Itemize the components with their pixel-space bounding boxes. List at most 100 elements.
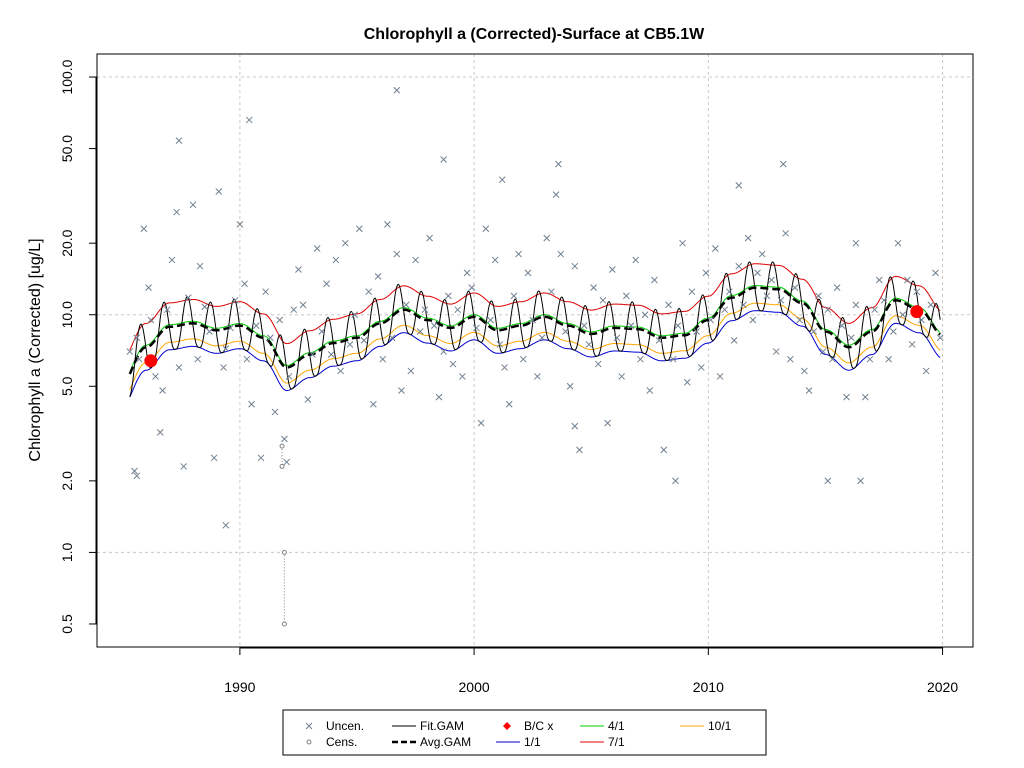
data-point-uncensored [913, 288, 921, 296]
data-point-uncensored [538, 334, 546, 342]
data-point-uncensored [510, 292, 518, 300]
data-point-uncensored [557, 250, 565, 258]
data-point-uncensored [323, 280, 330, 288]
data-point-uncensored [843, 393, 850, 401]
data-point-uncensored [571, 262, 579, 270]
data-point-uncensored [880, 296, 888, 304]
data-point-uncensored [215, 188, 223, 195]
data-point-uncensored [505, 400, 513, 408]
data-point-uncensored [904, 276, 911, 284]
y-tick-label: 5.0 [59, 376, 75, 396]
data-point-uncensored [147, 316, 155, 324]
data-point-uncensored [580, 322, 588, 329]
data-point-uncensored [189, 201, 197, 209]
legend-label: 4/1 [608, 719, 625, 733]
y-tick-label: 0.5 [59, 614, 75, 634]
data-point-uncensored [393, 86, 401, 94]
data-point-uncensored [779, 160, 787, 168]
legend-item: Cens. [306, 735, 357, 749]
data-point-uncensored [772, 348, 780, 355]
data-point-uncensored [222, 345, 230, 352]
legend-item: Avg.GAM [392, 735, 471, 749]
data-point-uncensored [496, 341, 504, 348]
x-tick-label: 1990 [224, 679, 255, 695]
data-point-uncensored [501, 364, 508, 371]
data-point-uncensored [131, 467, 138, 475]
data-point-uncensored [590, 284, 597, 291]
data-point-uncensored [683, 378, 691, 386]
legend-label: Uncen. [326, 719, 364, 733]
data-point-uncensored [599, 296, 607, 304]
data-point-uncensored [156, 428, 164, 436]
y-tick-label: 50.0 [59, 135, 75, 162]
data-point-uncensored [271, 408, 279, 416]
data-point-uncensored [402, 301, 410, 309]
data-point-uncensored [227, 324, 234, 332]
legend-label: Fit.GAM [420, 719, 464, 733]
data-point-uncensored [533, 373, 541, 380]
data-point-uncensored [651, 276, 658, 284]
data-point-bc [144, 354, 158, 368]
data-point-uncensored [337, 367, 344, 375]
data-point-uncensored [290, 306, 298, 314]
data-point-uncensored [276, 316, 284, 324]
data-point-uncensored [180, 463, 188, 470]
data-point-uncensored [126, 348, 134, 355]
data-point-uncensored [487, 316, 494, 324]
data-point-uncensored [571, 422, 579, 430]
legend-swatch [503, 722, 511, 730]
data-point-uncensored [175, 364, 183, 371]
data-point-uncensored [801, 367, 808, 375]
data-point-uncensored [482, 225, 490, 233]
data-point-uncensored [206, 328, 213, 335]
data-point-uncensored [426, 234, 433, 242]
data-point-censored [279, 463, 285, 469]
data-point-uncensored [618, 373, 626, 380]
data-point-uncensored [594, 360, 602, 368]
seasonal-line-4-1 [129, 285, 941, 373]
data-point-uncensored [145, 284, 152, 291]
y-axis: 0.5 1.0 2.0 5.0 10.0 20.0 50.0 100.0 [59, 59, 97, 634]
data-point-uncensored [231, 296, 239, 304]
data-point-uncensored [257, 454, 265, 462]
seasonal-line-1-1 [129, 310, 941, 398]
data-point-uncensored [744, 234, 752, 242]
data-point-uncensored [702, 269, 710, 277]
data-point-uncensored [498, 176, 506, 184]
data-point-uncensored [459, 373, 466, 380]
data-point-uncensored [730, 337, 738, 344]
data-point-uncensored [346, 341, 354, 348]
data-point-uncensored [196, 262, 204, 270]
y-tick-label: 10.0 [59, 301, 75, 328]
data-point-uncensored [875, 276, 883, 284]
data-point-uncensored [252, 322, 260, 329]
data-point-uncensored [285, 373, 293, 380]
data-point-uncensored [529, 316, 537, 324]
data-point-uncensored [248, 400, 255, 408]
data-point-uncensored [693, 328, 700, 335]
data-point-uncensored [243, 355, 251, 363]
data-point-uncensored [735, 182, 743, 189]
data-point-uncensored [222, 521, 230, 529]
data-point-uncensored [152, 373, 159, 380]
data-point-uncensored [824, 306, 832, 314]
data-point-uncensored [463, 269, 471, 277]
data-point-uncensored [468, 284, 476, 291]
y-axis-label: Chlorophyll a (Corrected) [ug/L] [27, 238, 44, 461]
data-point-uncensored [210, 454, 218, 462]
y-tick-label: 2.0 [59, 471, 75, 491]
data-point-bc [910, 305, 924, 319]
x-tick-label: 2010 [693, 679, 724, 695]
data-point-uncensored [365, 288, 373, 296]
data-point-uncensored [632, 256, 640, 264]
data-point-uncensored [295, 266, 302, 273]
data-point-uncensored [309, 351, 316, 358]
data-point-uncensored [908, 341, 916, 348]
legend: Uncen. Cens. Fit.GAM Avg.GAM B/C x 1/1 4/1 7/1 1… [282, 709, 767, 756]
data-point-uncensored [435, 393, 443, 401]
legend-swatch [305, 722, 313, 730]
data-point-uncensored [524, 269, 532, 277]
data-point-uncensored [857, 477, 864, 485]
y-tick-label: 1.0 [59, 542, 75, 562]
legend-label: B/C x [524, 719, 553, 733]
